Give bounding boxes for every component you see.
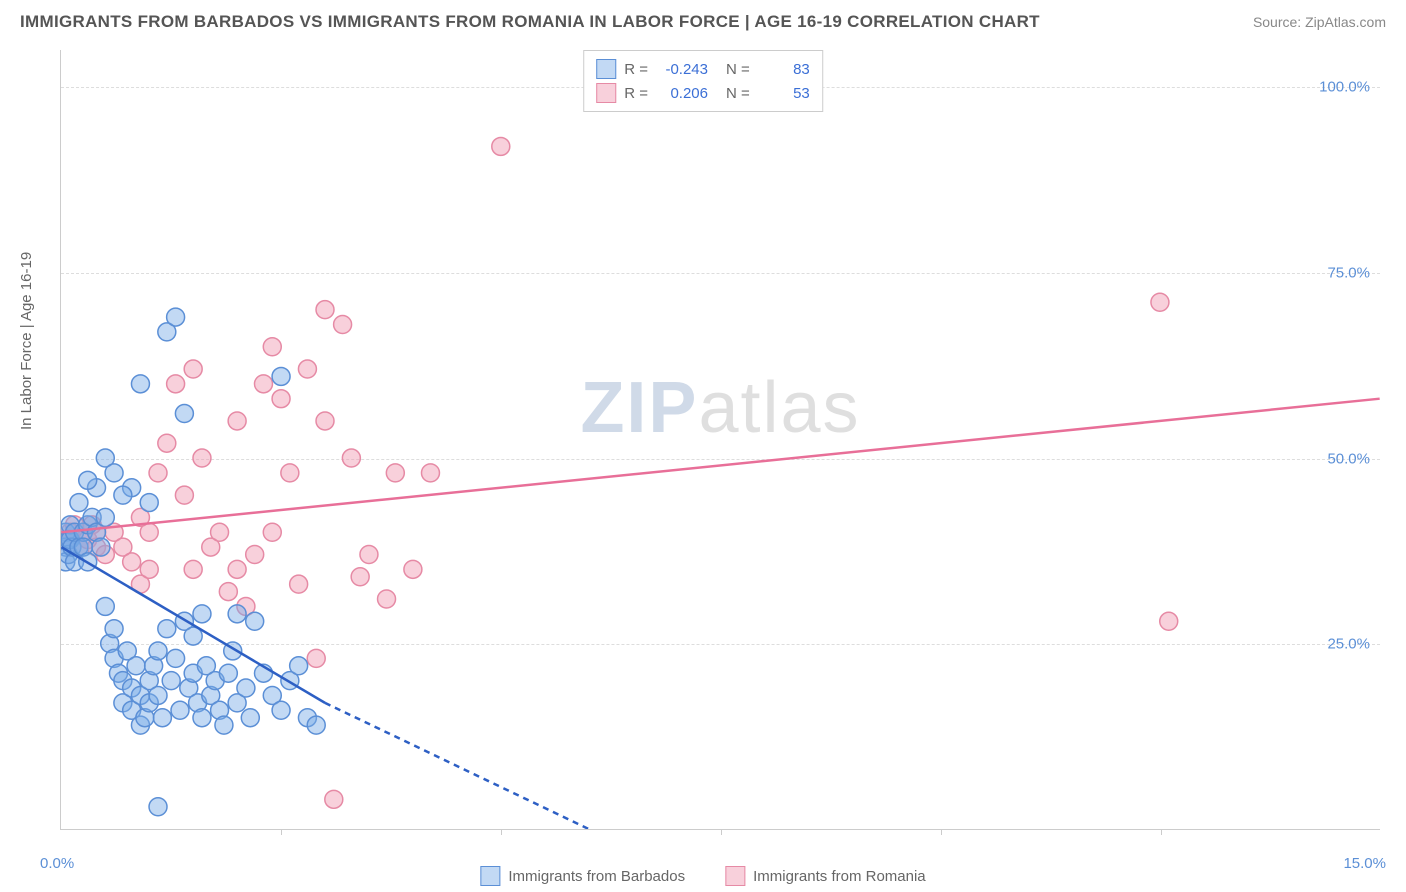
x-tick-0: 0.0% xyxy=(40,855,74,872)
swatch-barbados-icon xyxy=(480,866,500,886)
chart-source: Source: ZipAtlas.com xyxy=(1253,14,1386,30)
chart-title: IMMIGRANTS FROM BARBADOS VS IMMIGRANTS F… xyxy=(20,12,1040,32)
scatter-plot-svg xyxy=(61,50,1380,829)
swatch-romania-icon xyxy=(725,866,745,886)
y-axis-label: In Labor Force | Age 16-19 xyxy=(18,252,35,430)
series-legend: Immigrants from Barbados Immigrants from… xyxy=(480,866,925,886)
swatch-romania xyxy=(596,83,616,103)
x-tick-15: 15.0% xyxy=(1343,855,1386,872)
legend-row-barbados: R = -0.243 N = 83 xyxy=(596,57,810,81)
legend-item-romania: Immigrants from Romania xyxy=(725,866,926,886)
legend-row-romania: R = 0.206 N = 53 xyxy=(596,81,810,105)
correlation-legend: R = -0.243 N = 83 R = 0.206 N = 53 xyxy=(583,50,823,112)
swatch-barbados xyxy=(596,59,616,79)
legend-item-barbados: Immigrants from Barbados xyxy=(480,866,685,886)
chart-plot-area: ZIPatlas 25.0%50.0%75.0%100.0% xyxy=(60,50,1380,830)
